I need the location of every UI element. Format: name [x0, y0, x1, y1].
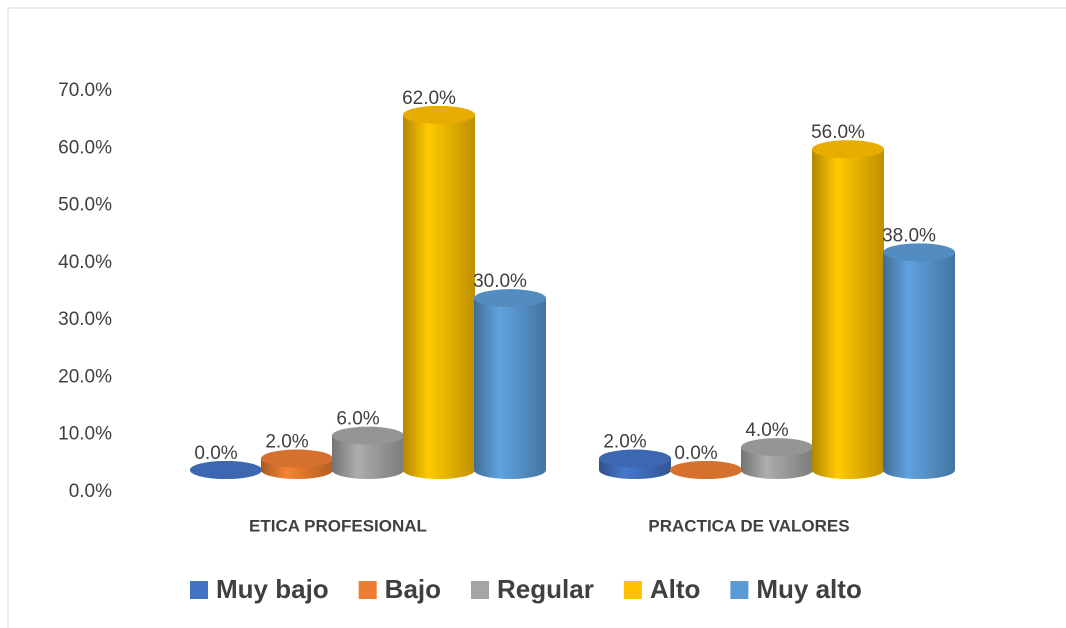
- cylinder-base: [403, 461, 475, 479]
- x-tick-label: PRACTICA DE VALORES: [648, 516, 849, 535]
- chart-border: [7, 7, 1066, 628]
- cylinder-top: [883, 243, 955, 262]
- value-label: 2.0%: [603, 432, 646, 453]
- legend-label: Bajo: [385, 574, 441, 604]
- value-label: 62.0%: [402, 88, 456, 109]
- legend-swatch: [730, 581, 749, 599]
- cylinder-top: [741, 438, 813, 457]
- value-label: 30.0%: [473, 271, 527, 292]
- cylinder-body: [403, 114, 475, 470]
- value-label: 56.0%: [811, 122, 865, 143]
- y-tick-label: 60.0%: [58, 137, 112, 158]
- value-label: 2.0%: [265, 432, 308, 453]
- value-label: 0.0%: [194, 443, 237, 464]
- y-tick-label: 20.0%: [58, 366, 112, 387]
- legend-swatch: [623, 581, 642, 599]
- cylinder-top: [403, 105, 475, 124]
- legend-label: Muy bajo: [216, 574, 329, 604]
- cylinder-top: [332, 426, 404, 445]
- legend-label: Alto: [650, 574, 701, 604]
- cylinder-base: [741, 461, 813, 479]
- cylinder-top: [812, 140, 884, 159]
- cylinder-top: [474, 289, 546, 308]
- cylinder-top: [261, 449, 333, 468]
- legend-label: Muy alto: [756, 574, 861, 604]
- y-tick-label: 40.0%: [58, 252, 112, 273]
- x-tick-label: ETICA PROFESIONAL: [249, 516, 427, 535]
- cylinder-base: [883, 461, 955, 479]
- y-tick-label: 50.0%: [58, 195, 112, 216]
- y-tick-label: 70.0%: [58, 80, 112, 101]
- cylinder-base: [812, 461, 884, 479]
- value-label: 4.0%: [745, 420, 788, 441]
- legend-swatch: [471, 581, 490, 599]
- y-tick-label: 10.0%: [58, 424, 112, 445]
- value-label: 38.0%: [882, 225, 936, 246]
- cylinder-base: [474, 461, 546, 479]
- cylinder-body: [474, 298, 546, 470]
- cylinder-top: [190, 461, 262, 479]
- legend-label: Regular: [497, 574, 594, 604]
- y-tick-label: 30.0%: [58, 309, 112, 330]
- cylinder-top: [599, 449, 671, 468]
- legend-swatch: [190, 581, 208, 599]
- cylinder-body: [812, 149, 884, 470]
- cylinder-base: [332, 461, 404, 479]
- y-tick-label: 0.0%: [69, 481, 112, 502]
- cylinder-top: [670, 461, 742, 479]
- value-label: 0.0%: [674, 443, 717, 464]
- value-label: 6.0%: [336, 409, 379, 430]
- legend-swatch: [358, 581, 377, 599]
- cylinder-body: [883, 252, 955, 470]
